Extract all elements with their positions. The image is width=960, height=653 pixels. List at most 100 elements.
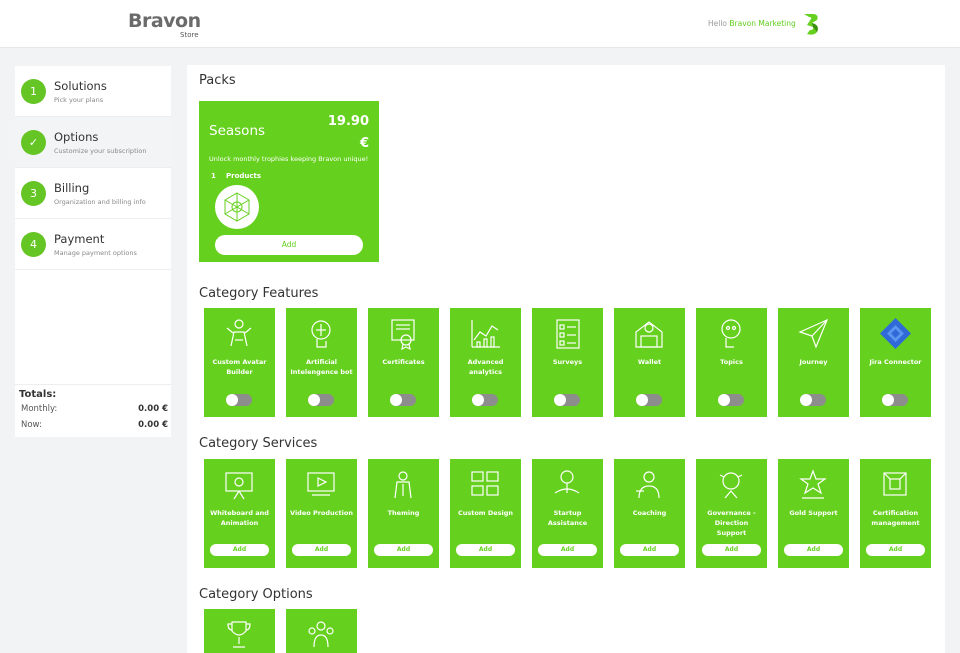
feature-label: Advanced analytics: [467, 358, 504, 376]
pack-description: Unlock monthly trophies keeping Bravon u…: [209, 155, 369, 163]
service-card: Video Production Add: [286, 459, 357, 568]
service-label: Coaching: [632, 509, 667, 517]
service-add-button[interactable]: Add: [456, 544, 515, 556]
service-add-button[interactable]: Add: [702, 544, 761, 556]
step-payment[interactable]: 4 Payment Manage payment options: [15, 219, 171, 270]
survey-icon: [556, 319, 580, 349]
service-label: Startup Assistance: [547, 509, 588, 527]
feature-label: Surveys: [552, 358, 583, 366]
feature-toggle[interactable]: [390, 394, 416, 406]
option-card: [204, 609, 275, 653]
services-title: Category Services: [199, 436, 318, 451]
service-add-button[interactable]: Add: [784, 544, 843, 556]
analytics-icon: [471, 320, 500, 348]
service-label: Whiteboard and Animation: [210, 509, 269, 527]
startup-icon: [554, 470, 580, 494]
feature-card: Certificates: [368, 308, 439, 417]
step-title: Options: [54, 130, 99, 144]
toggle-knob: [636, 394, 648, 406]
service-card: Coaching Add: [614, 459, 685, 568]
service-label: Video Production: [290, 509, 353, 517]
greeting: Hello Bravon Marketing: [708, 19, 796, 28]
service-add-button[interactable]: Add: [374, 544, 433, 556]
network-icon: [224, 192, 250, 222]
feature-label: Wallet: [637, 358, 662, 366]
feature-label: Jira Connector: [869, 358, 922, 366]
governance-icon: [719, 472, 743, 499]
feature-card: Topics: [696, 308, 767, 417]
service-card: Startup Assistance Add: [532, 459, 603, 568]
step-subtitle: Customize your subscription: [54, 147, 147, 155]
pack-currency: €: [359, 136, 369, 151]
service-add-button[interactable]: Add: [538, 544, 597, 556]
toggle-knob: [882, 394, 894, 406]
certificate-icon: [391, 319, 415, 351]
service-card: Custom Design Add: [450, 459, 521, 568]
jira-icon: [880, 318, 911, 349]
wallet-icon: [635, 321, 663, 348]
step-number-badge: 3: [21, 181, 46, 206]
packs-title: Packs: [199, 73, 236, 88]
monthly-value: 0.00 €: [138, 404, 168, 414]
feature-label: Artificial Intelengence bot: [290, 358, 353, 376]
service-card: Gold Support Add: [778, 459, 849, 568]
options-title: Category Options: [199, 587, 313, 602]
pack-price: 19.90: [327, 114, 369, 129]
team-icon: [308, 621, 334, 648]
feature-toggle[interactable]: [308, 394, 334, 406]
monthly-label: Monthly:: [21, 404, 58, 414]
trophy-icon: [227, 621, 251, 648]
toggle-knob: [800, 394, 812, 406]
top-header: Bravon Store Hello Bravon Marketing: [0, 0, 960, 48]
step-options[interactable]: ✓ Options Customize your subscription: [15, 117, 171, 168]
pack-products-label: Products: [226, 172, 262, 180]
toggle-knob: [308, 394, 320, 406]
feature-toggle[interactable]: [472, 394, 498, 406]
pack-card: Seasons 19.90 € Unlock monthly trophies …: [199, 101, 379, 262]
step-subtitle: Organization and billing info: [54, 198, 146, 206]
whiteboard-icon: [225, 472, 253, 500]
pack-products-count: 1: [211, 172, 216, 180]
checkmark-icon: ✓: [21, 130, 46, 155]
main-content: Packs Seasons 19.90 € Unlock monthly tro…: [187, 65, 945, 653]
feature-toggle[interactable]: [800, 394, 826, 406]
toggle-knob: [472, 394, 484, 406]
pack-add-button[interactable]: Add: [215, 235, 363, 255]
avatar-builder-icon: [226, 319, 252, 347]
service-add-button[interactable]: Add: [620, 544, 679, 556]
step-title: Billing: [54, 181, 90, 195]
service-label: Gold Support: [789, 509, 838, 517]
theming-icon: [394, 471, 412, 499]
feature-toggle[interactable]: [636, 394, 662, 406]
feature-toggle[interactable]: [718, 394, 744, 406]
user-avatar-icon[interactable]: [800, 12, 822, 36]
service-add-button[interactable]: Add: [866, 544, 925, 556]
step-solutions[interactable]: 1 Solutions Pick your plans: [15, 66, 171, 117]
user-name[interactable]: Bravon Marketing: [729, 19, 796, 28]
service-add-button[interactable]: Add: [292, 544, 351, 556]
feature-toggle[interactable]: [226, 394, 252, 406]
steps-sidebar: 1 Solutions Pick your plans ✓ Options Cu…: [15, 66, 171, 437]
toggle-knob: [390, 394, 402, 406]
feature-card: Artificial Intelengence bot: [286, 308, 357, 417]
feature-card: Journey: [778, 308, 849, 417]
totals-panel: Totals: Monthly: 0.00 € Now: 0.00 €: [15, 384, 171, 430]
feature-label: Journey: [799, 358, 828, 366]
feature-toggle[interactable]: [554, 394, 580, 406]
service-label: Certification management: [871, 509, 920, 527]
now-value: 0.00 €: [138, 420, 168, 430]
service-add-button[interactable]: Add: [210, 544, 269, 556]
feature-label: Custom Avatar Builder: [212, 358, 267, 376]
bravon-store-logo[interactable]: Bravon Store: [128, 10, 202, 40]
logo-text: Bravon: [128, 10, 201, 32]
product-thumbnail: [215, 185, 259, 229]
design-icon: [471, 471, 499, 496]
step-billing[interactable]: 3 Billing Organization and billing info: [15, 168, 171, 219]
feature-toggle[interactable]: [882, 394, 908, 406]
features-title: Category Features: [199, 286, 319, 301]
now-label: Now:: [21, 420, 42, 430]
video-icon: [307, 472, 335, 496]
logo-subtitle: Store: [180, 31, 199, 39]
step-title: Solutions: [54, 79, 107, 93]
journey-icon: [798, 318, 829, 349]
